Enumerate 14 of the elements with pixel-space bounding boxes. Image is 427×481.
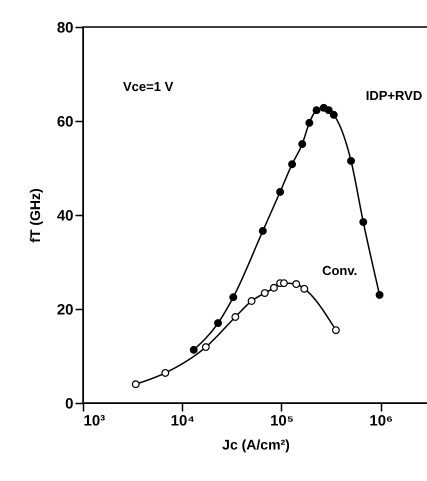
x-tick-label: 10⁴ — [170, 412, 195, 430]
x-tick-label: 10⁶ — [369, 412, 393, 430]
y-tick-label: 0 — [65, 396, 74, 412]
x-tick-label: 10³ — [84, 412, 106, 430]
y-axis-title: fT (GHz) — [26, 188, 43, 243]
y-tick-label: 20 — [56, 302, 74, 318]
x-tick-label: 10⁵ — [270, 412, 294, 430]
y-tick-label: 40 — [56, 208, 74, 224]
text: IDP+RVD — [366, 88, 422, 103]
series-label: Conv. — [322, 263, 358, 278]
y-tick-label: 80 — [56, 20, 74, 36]
x-axis-title: Jc (A/cm²) — [222, 436, 290, 452]
y-tick-label: 60 — [56, 114, 74, 130]
annotation: Vce=1 V — [123, 79, 174, 94]
